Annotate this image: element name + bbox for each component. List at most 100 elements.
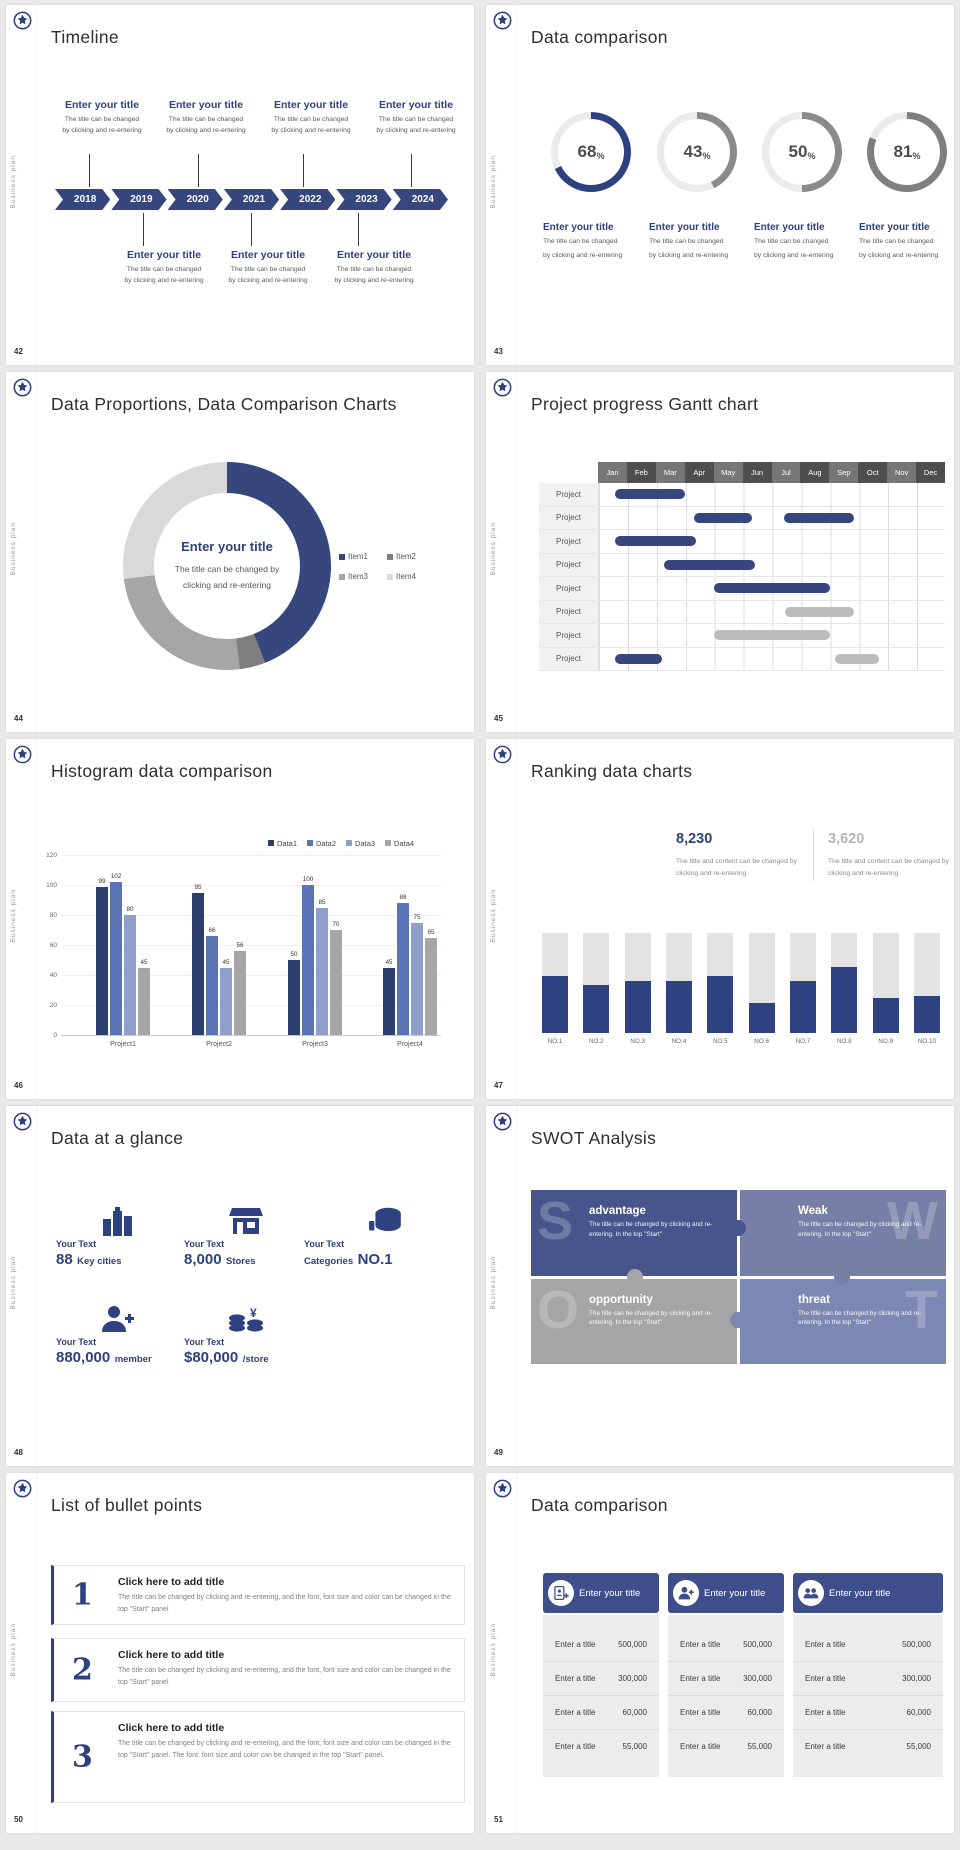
timeline-year-chip: 2024 [393, 189, 448, 210]
slide-50-bullets[interactable]: Business plan List of bullet points 1 Cl… [6, 1473, 474, 1833]
slide-45-gantt[interactable]: Business plan Project progress Gantt cha… [486, 372, 954, 732]
slide-title: SWOT Analysis [531, 1128, 657, 1148]
gantt-month-Jul: Jul [771, 462, 801, 483]
ranking-fill [583, 985, 610, 1033]
slide-42-timeline[interactable]: Business plan Timeline Enter your title … [6, 5, 474, 365]
timeline-year-chip: 2023 [336, 189, 391, 210]
histogram-bar: 85 [316, 899, 328, 1035]
ranking-bar: NO.3 [624, 933, 651, 1045]
ranking-bar-chart: NO.1 NO.2 NO.3 NO.4 NO.5 NO.6 NO.7 NO.8 NO.9 NO.1… [542, 933, 940, 1045]
ranking-fill [831, 967, 858, 1033]
timeline-year-chip: 2019 [111, 189, 166, 210]
swot-opportunity-cell: O opportunity The title can be changed b… [531, 1278, 737, 1364]
highlight-desc: The title and content can be changed by … [676, 858, 797, 877]
ranking-track [542, 933, 568, 1033]
bar-value-label: 45 [222, 958, 230, 966]
table-row: Enter a title 500,000 [555, 1640, 647, 1649]
money-coins-icon: ¥ [228, 1304, 264, 1334]
gantt-month-Nov: Nov [887, 462, 917, 483]
y-axis-tick: 120 [46, 852, 57, 859]
timeline-connector [89, 154, 90, 187]
slide-number: 48 [14, 1448, 23, 1457]
crest-badge-icon [13, 378, 32, 397]
gantt-row-label: Project [539, 506, 599, 529]
gantt-month-Feb: Feb [626, 462, 656, 483]
gantt-month-Aug: Aug [800, 462, 830, 483]
slide-49-swot[interactable]: Business plan SWOT Analysis S advantage … [486, 1106, 954, 1466]
bar-value-label: 100 [302, 876, 314, 883]
city-buildings-icon [100, 1206, 136, 1236]
swot-weakness-cell: W Weak The title can be changed by click… [740, 1190, 946, 1276]
legend-item: Item4 [387, 572, 429, 581]
bar-value-label: 88 [399, 894, 407, 901]
x-axis-label: NO.7 [795, 1038, 811, 1045]
sidebar-brand-label: Business plan [490, 1256, 497, 1310]
table-row: Enter a title 55,000 [793, 1729, 943, 1763]
histogram-bar: 45 [383, 959, 395, 1035]
crest-badge-icon [13, 1112, 32, 1131]
x-axis-label: Project4 [397, 1041, 423, 1048]
percent-ring-chart: 68% [551, 112, 631, 192]
slide-46-histogram[interactable]: Business plan Histogram data comparison … [6, 739, 474, 1099]
legend-swatch [385, 840, 392, 846]
gantt-month-Mar: Mar [655, 462, 685, 483]
histogram-bar: 65 [425, 929, 437, 1035]
bar-value-label: 65 [427, 928, 435, 936]
gantt-month-Jan: Jan [598, 462, 627, 483]
gantt-bar [835, 653, 879, 664]
slide-43-data-comparison[interactable]: Business plan Data comparison 68% Enter … [486, 5, 954, 365]
bar-value-label: 80 [126, 906, 134, 913]
ranking-fill [665, 981, 692, 1033]
x-axis-label: NO.10 [917, 1038, 937, 1045]
percent-card: 68% Enter your title The title can be ch… [543, 112, 639, 261]
table-row: Enter a title 500,000 [680, 1640, 772, 1649]
divider [813, 829, 814, 881]
histogram-plot-area: 0 20 40 60 80 100 120 99 102 80 45 Project1 95 66 45 56… [46, 852, 441, 1048]
legend-item: Item2 [387, 552, 429, 561]
bullet-item: 2 Click here to add title The title can … [51, 1638, 465, 1702]
ranking-bar: NO.4 [665, 933, 692, 1045]
timeline-connector [251, 213, 252, 246]
histogram-bar: 56 [234, 942, 246, 1035]
gantt-row: Project [539, 506, 945, 530]
gantt-row: Project [539, 553, 945, 577]
sidebar-brand-label: Business plan [10, 1256, 17, 1310]
timeline-connector [198, 154, 199, 187]
bar-value-label: 45 [140, 958, 148, 966]
slide-48-glance[interactable]: Business plan Data at a glance Your Text… [6, 1106, 474, 1466]
ranking-track [665, 933, 692, 1033]
slide-title: Data Proportions, Data Comparison Charts [51, 394, 397, 414]
chart-legend: Item1 Item2 Item3 Item4 [339, 552, 429, 581]
sidebar-brand-label: Business plan [490, 1623, 497, 1677]
timeline-entry: Enter your title The title can be change… [376, 99, 456, 134]
slide-51-tables[interactable]: Business plan Data comparison Enter your… [486, 1473, 954, 1833]
sidebar-brand-label: Business plan [490, 889, 497, 943]
timeline-connector [303, 154, 304, 187]
gantt-row-label: Project [539, 553, 599, 576]
categories-cylinder-icon [368, 1206, 404, 1236]
y-axis-tick: 80 [49, 912, 57, 919]
ranking-fill [707, 976, 734, 1033]
slide-title: Project progress Gantt chart [531, 394, 759, 414]
stat-item: Your Text 880,000 member [56, 1304, 182, 1366]
ranking-fill [789, 981, 816, 1033]
gantt-bar [614, 489, 686, 499]
slide-title: Histogram data comparison [51, 761, 273, 781]
table-row: Enter a title 55,000 [668, 1729, 784, 1763]
crest-badge-icon [493, 1479, 512, 1498]
ranking-bar: NO.5 [707, 933, 734, 1045]
ranking-track [872, 933, 899, 1033]
slide-44-data-proportions[interactable]: Business plan Data Proportions, Data Com… [6, 372, 474, 732]
histogram-bar: 66 [206, 927, 218, 1035]
histogram-bar: 70 [330, 921, 342, 1035]
gantt-month-header: Jan Feb Mar Apr May Jun Jul Aug Sep Oct Nov Dec [598, 462, 946, 483]
bar-value-label: 85 [318, 898, 326, 906]
y-axis-tick: 0 [53, 1032, 57, 1039]
timeline-connector [143, 213, 144, 246]
gantt-row-grid [599, 624, 945, 647]
legend-item: Data4 [385, 839, 414, 848]
legend-item: Item1 [339, 552, 381, 561]
gantt-row-grid [599, 577, 945, 600]
histogram-bar: 100 [302, 876, 314, 1035]
slide-47-ranking[interactable]: Business plan Ranking data charts 8,230 … [486, 739, 954, 1099]
